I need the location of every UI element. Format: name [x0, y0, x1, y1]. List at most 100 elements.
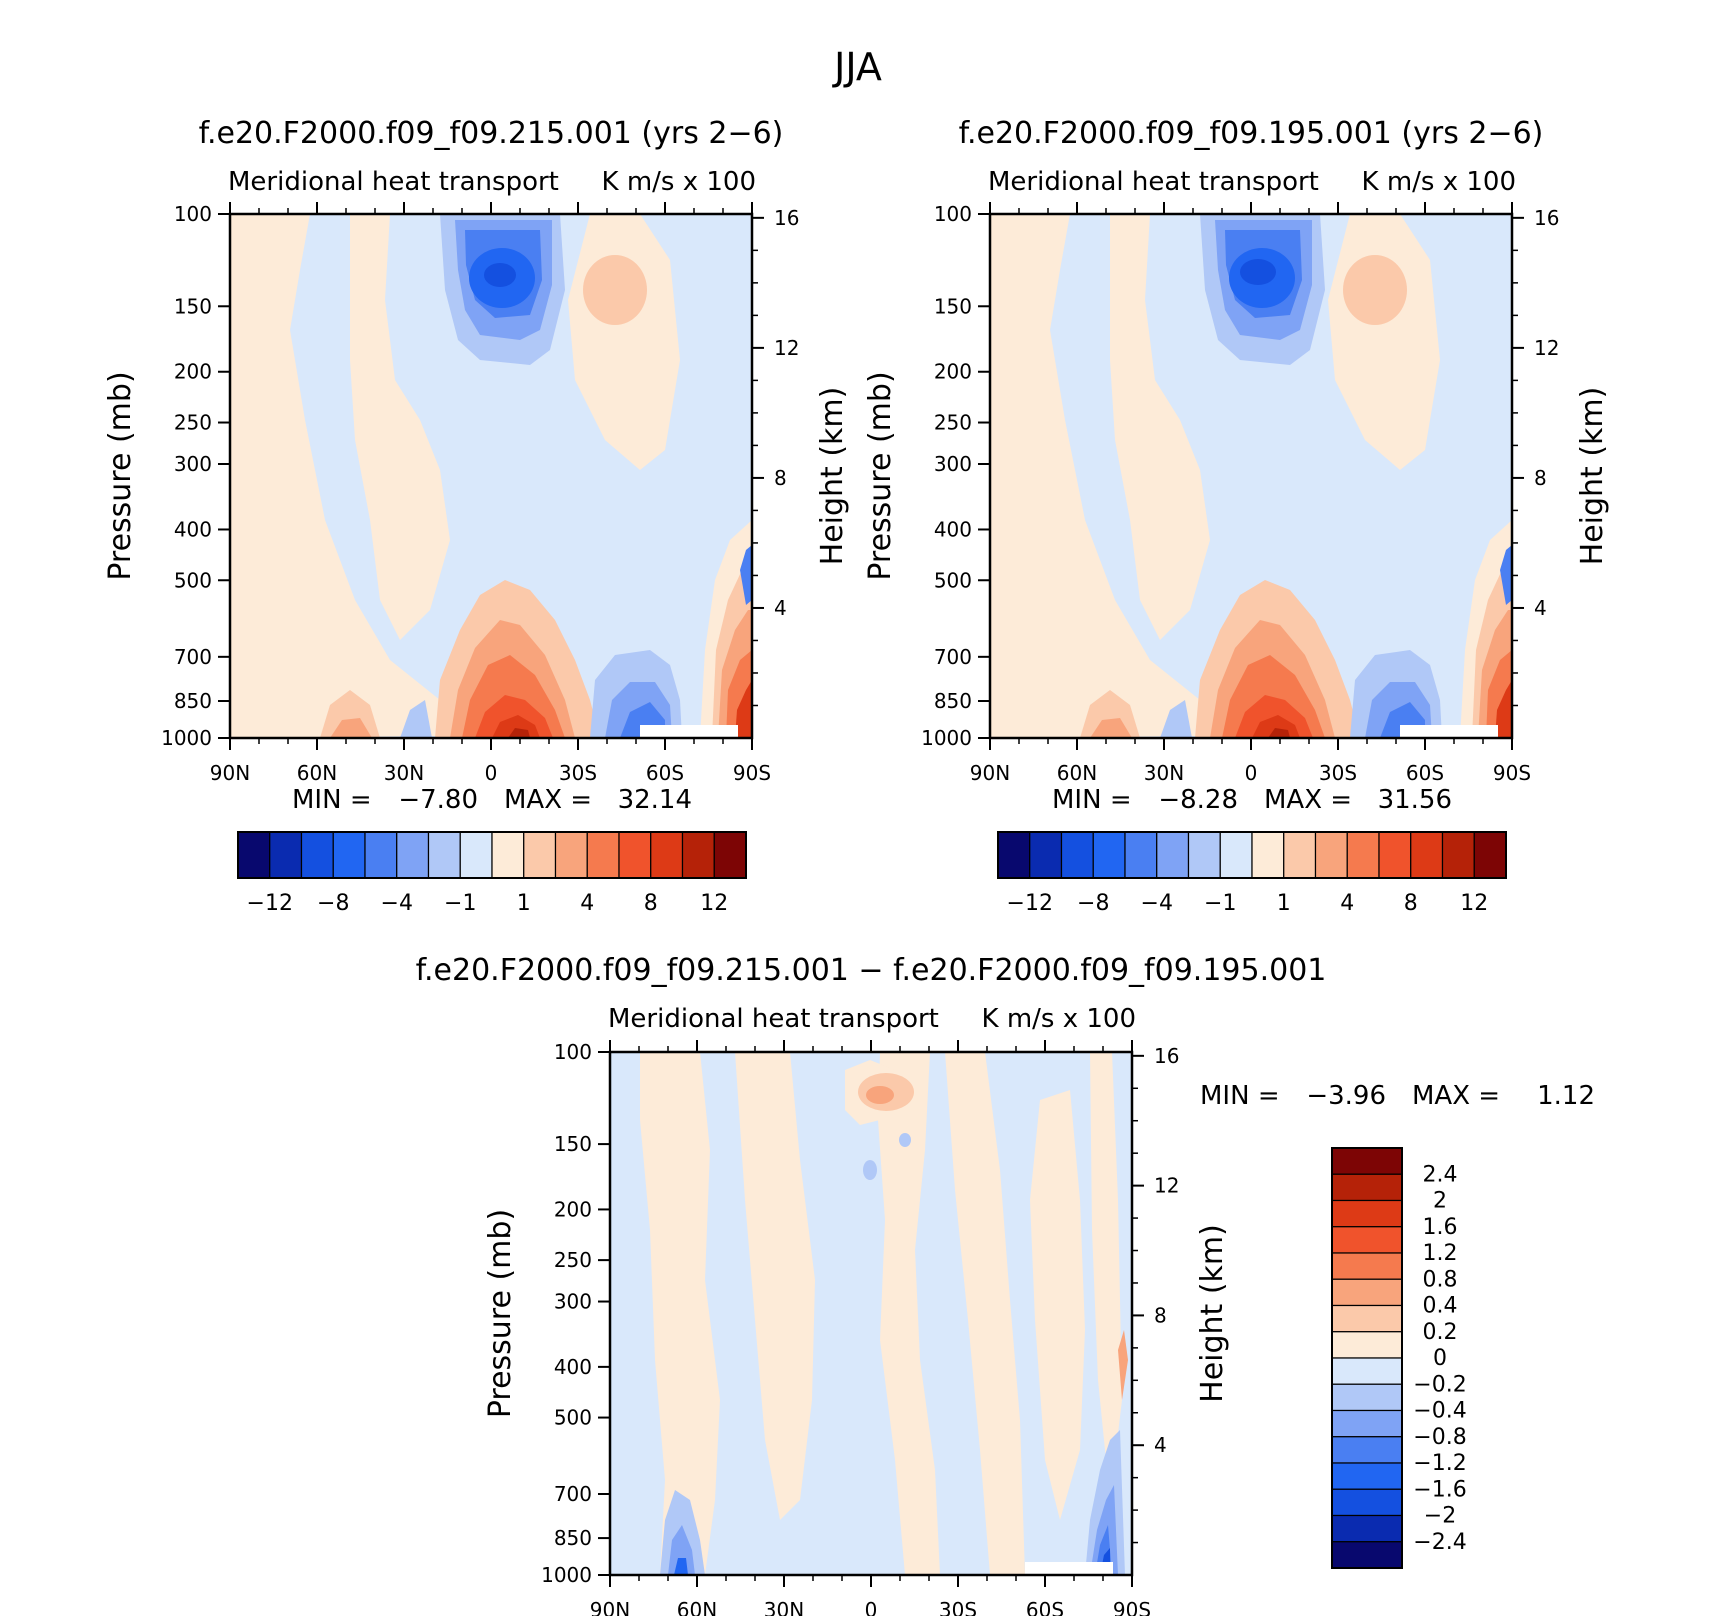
y-tick-label: 500 — [934, 568, 972, 592]
max-value: 1.12 — [1537, 1081, 1595, 1111]
colorbar-box — [332, 831, 366, 879]
panel-right-label: K m/s x 100 — [1362, 167, 1517, 197]
colorbar-label: −0.2 — [1413, 1372, 1466, 1397]
colorbar-label: −4 — [1141, 891, 1173, 916]
y-tick-label: 300 — [934, 452, 972, 476]
y-tick-label: 150 — [554, 1132, 592, 1156]
y-tick-label: 500 — [554, 1406, 592, 1430]
max-label: MAX = — [1412, 1081, 1500, 1111]
y-tick-label: 200 — [934, 360, 972, 384]
y-right-axis-title: Height (km) — [1195, 1224, 1230, 1403]
y-right-tick-label: 16 — [774, 206, 799, 230]
colorbar-box — [1441, 831, 1475, 879]
x-tick-label: 60S — [646, 761, 684, 785]
figure-title: JJA — [832, 45, 882, 89]
colorbar-label: −8 — [317, 891, 349, 916]
y-axis-title: Pressure (mb) — [103, 371, 138, 580]
colorbar-box — [396, 831, 430, 879]
y-right-axis-title: Height (km) — [1575, 387, 1610, 566]
x-tick-label: 90N — [210, 761, 250, 785]
colorbar-box — [1410, 831, 1444, 879]
colorbar-box — [1331, 1541, 1403, 1569]
colorbar-box — [681, 831, 715, 879]
colorbar-box — [1331, 1436, 1403, 1464]
y-tick-label: 250 — [174, 411, 212, 435]
colorbar-box — [1156, 831, 1190, 879]
y-tick-label: 850 — [174, 689, 212, 713]
y-tick-label: 150 — [934, 294, 972, 318]
panel-1-stats: MIN = −7.80 MAX = 32.14 — [292, 785, 692, 815]
x-tick-label: 30S — [559, 761, 597, 785]
x-tick-label: 30N — [384, 761, 424, 785]
colorbar-label: −1.6 — [1413, 1477, 1466, 1502]
colorbar-box — [1331, 1409, 1403, 1438]
colorbar-label: 0.2 — [1423, 1320, 1458, 1345]
y-tick-label: 100 — [554, 1040, 592, 1064]
colorbar-label: 12 — [1460, 891, 1488, 916]
colorbar-box — [1331, 1357, 1403, 1385]
colorbar-box — [1331, 1331, 1403, 1359]
colorbar-box — [1331, 1383, 1403, 1412]
colorbar-panel-3: 2.421.61.20.80.40.20−0.2−0.4−0.8−1.2−1.6… — [1331, 1147, 1467, 1569]
y-tick-label: 500 — [174, 568, 212, 592]
colorbar-label: 8 — [644, 891, 658, 916]
colorbar-box — [1029, 831, 1063, 879]
colorbar-box — [1283, 831, 1317, 879]
min-label: MIN = — [292, 785, 372, 815]
y-tick-label: 400 — [554, 1355, 592, 1379]
colorbar-label: −1.2 — [1413, 1451, 1466, 1476]
panel-2-axes: 90N 60N 30N 0 30S 60S 90S 100 150 200 250 300 400 500… — [863, 202, 1610, 785]
panel-left-label: Meridional heat transport — [988, 167, 1319, 197]
panel-2-stats: MIN = −8.28 MAX = 31.56 — [1052, 785, 1452, 815]
colorbar-label: −2.4 — [1413, 1530, 1466, 1555]
y-tick-label: 300 — [174, 452, 212, 476]
x-tick-label: 90S — [1493, 761, 1531, 785]
max-label: MAX = — [504, 785, 592, 815]
y-tick-label: 850 — [934, 689, 972, 713]
x-tick-label: 30N — [764, 1598, 804, 1616]
colorbar-label: −1 — [444, 891, 476, 916]
contour-field — [610, 1052, 1132, 1575]
colorbar-box — [1060, 831, 1094, 879]
colorbar-box — [1331, 1278, 1403, 1307]
colorbar-box — [1331, 1252, 1403, 1280]
y-tick-label: 200 — [174, 360, 212, 384]
panel-1: f.e20.F2000.f09_f09.215.001 (yrs 2−6) Me… — [199, 116, 784, 740]
x-tick-label: 90N — [590, 1598, 630, 1616]
colorbar-box — [237, 831, 271, 879]
colorbar-panel-1: −12 −8 −4 −1 1 4 8 12 — [237, 831, 747, 916]
colorbar-frame — [237, 831, 747, 879]
y-tick-label: 100 — [934, 202, 972, 226]
y-tick-label: 100 — [174, 202, 212, 226]
colorbar-box — [713, 831, 747, 879]
colorbar-label: 2 — [1433, 1189, 1447, 1214]
colorbar-label: 0 — [1433, 1346, 1447, 1371]
x-tick-label: 60N — [1057, 761, 1097, 785]
panel-title: f.e20.F2000.f09_f09.215.001 (yrs 2−6) — [199, 116, 784, 151]
x-tick-label: 30S — [939, 1598, 977, 1616]
x-tick-label: 60S — [1026, 1598, 1064, 1616]
y-axis-title: Pressure (mb) — [863, 371, 898, 580]
colorbar-box — [269, 831, 303, 879]
y-tick-label: 700 — [934, 645, 972, 669]
y-right-tick-label: 4 — [774, 596, 787, 620]
x-tick-label: 30N — [1144, 761, 1184, 785]
colorbar-box — [523, 831, 557, 879]
colorbar-box — [427, 831, 461, 879]
colorbar-box — [1331, 1173, 1403, 1202]
y-tick-label: 250 — [934, 411, 972, 435]
colorbar-frame — [1331, 1147, 1403, 1569]
colorbar-box — [1187, 831, 1221, 879]
y-right-tick-label: 8 — [1534, 466, 1547, 490]
colorbar-box — [1124, 831, 1158, 879]
colorbar-box — [650, 831, 684, 879]
min-value: −3.96 — [1306, 1081, 1386, 1111]
y-right-tick-label: 12 — [1534, 336, 1559, 360]
y-tick-label: 300 — [554, 1290, 592, 1314]
contour-field — [990, 214, 1512, 738]
y-right-tick-label: 4 — [1154, 1433, 1167, 1457]
colorbar-box — [1092, 831, 1126, 879]
min-value: −8.28 — [1158, 785, 1238, 815]
x-tick-label: 30S — [1319, 761, 1357, 785]
